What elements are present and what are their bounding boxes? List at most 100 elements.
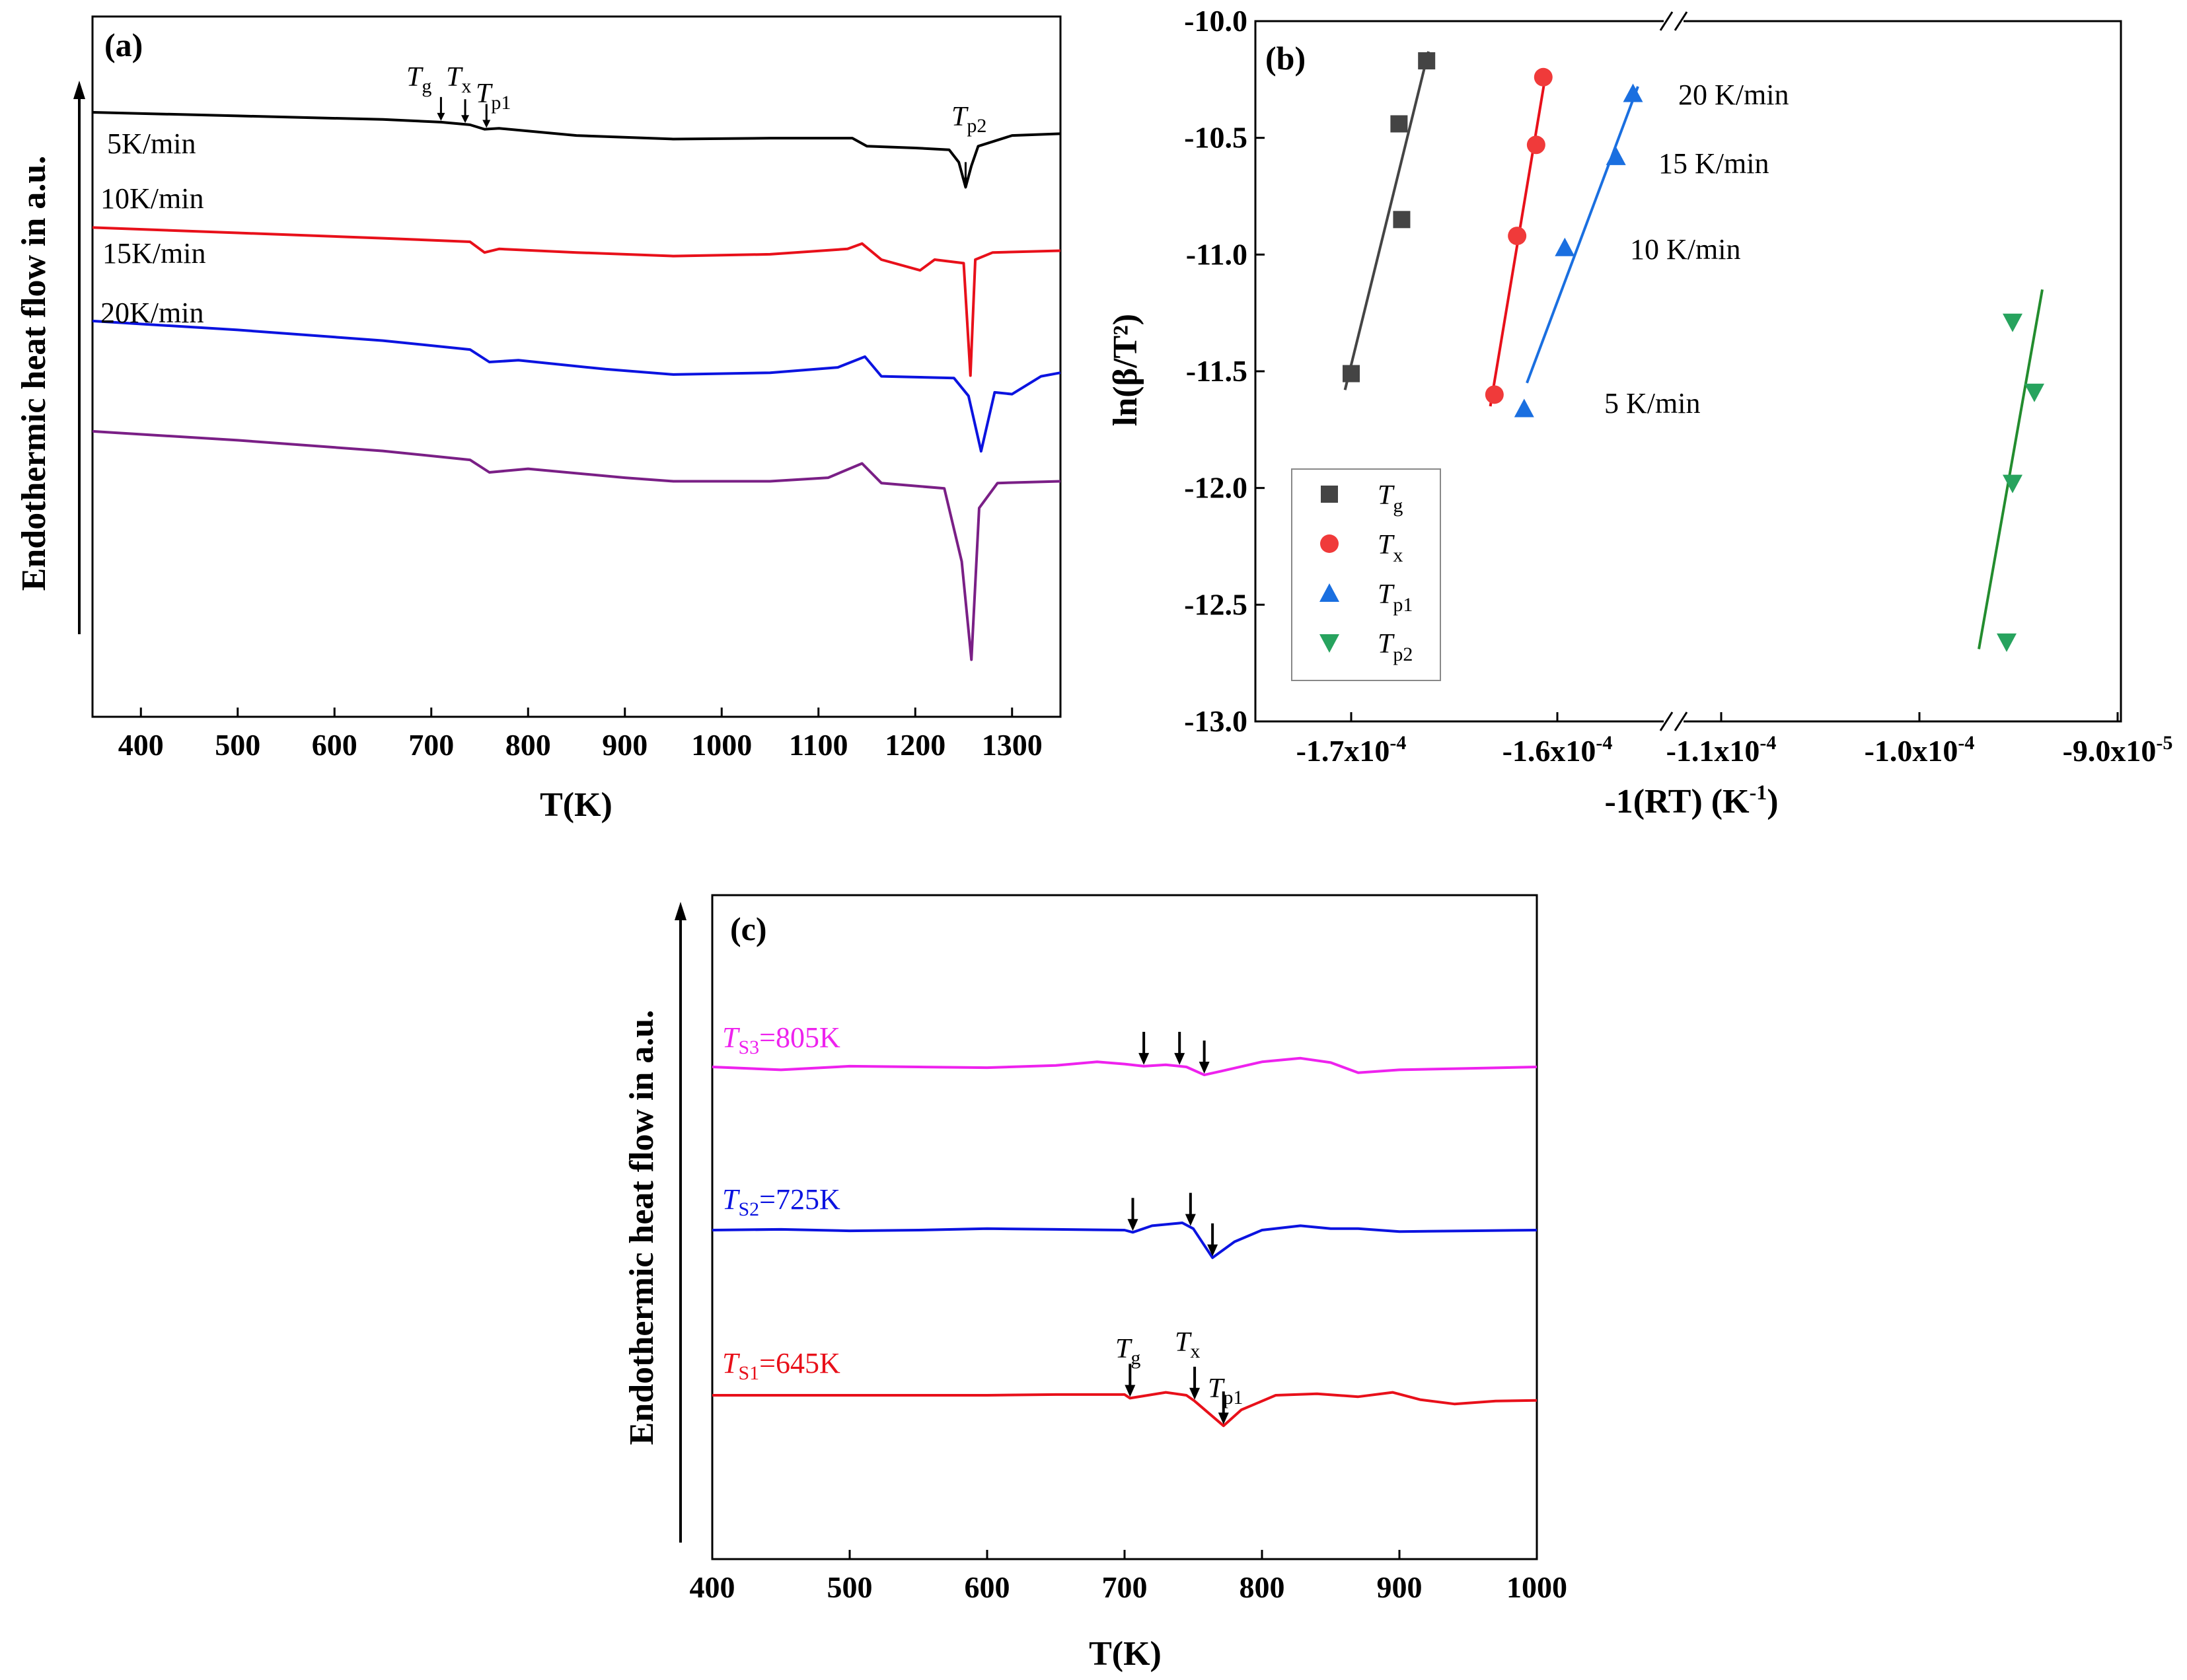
c-arrowhead-TS2 — [1127, 1219, 1138, 1231]
b-point-Tx — [1526, 135, 1545, 155]
legend-label-p2: Tp2 — [1378, 629, 1413, 665]
c-xtick-label: 1000 — [1506, 1570, 1567, 1604]
panel-c-series-labels: TS3=805K TS2=725K TS1=645K — [722, 1021, 840, 1384]
b-point-Tx — [1534, 67, 1553, 87]
panel-b-label: (b) — [1265, 40, 1306, 77]
c-series-TS2 — [712, 1222, 1538, 1259]
b-rate-10: 10 K/min — [1630, 233, 1740, 266]
panel-c-label: (c) — [730, 910, 767, 947]
panel-c-transition-markers: Tg Tx Tp1 — [1115, 1031, 1243, 1425]
a-label-5k: 5K/min — [107, 128, 196, 160]
b-ytick-label: -12.5 — [1184, 587, 1247, 621]
panel-b-rate-labels: 20 K/min 15 K/min 10 K/min 5 K/min — [1604, 79, 1789, 420]
panel-c-y-arrowhead — [675, 902, 686, 920]
b-point-Tx — [1508, 227, 1527, 246]
panel-a-label: (a) — [104, 26, 143, 63]
c-arrowhead-TS1 — [1125, 1385, 1136, 1397]
c-xtick-label: 400 — [690, 1570, 735, 1604]
b-fit-Tp1 — [1526, 86, 1639, 384]
b-ytick-label: -10.5 — [1184, 121, 1247, 155]
b-ytick-label: -13.0 — [1184, 704, 1247, 738]
panel-a-x-title: T(K) — [540, 786, 612, 824]
c-tp1-label: Tp1 — [1208, 1373, 1243, 1408]
a-xtick-label: 1300 — [982, 728, 1043, 762]
panel-b-x-title: -1(RT) (K-1) — [1604, 780, 1778, 821]
panel-a-x-ticks: 400 500 600 700 800 900 1000 1100 1200 1300 — [118, 708, 1043, 762]
b-point-Tp2 — [1997, 633, 2017, 652]
c-xtick-label: 500 — [827, 1570, 873, 1604]
panel-c: (c) Endothermic heat flow in a.u. T(K) 4… — [623, 894, 1567, 1673]
a-label-10k: 10K/min — [100, 182, 204, 215]
c-arrowhead-TS1 — [1218, 1412, 1229, 1425]
a-xtick-label: 400 — [118, 728, 164, 762]
panel-c-y-title: Endothermic heat flow in a.u. — [623, 1010, 661, 1445]
a-arrowhead-tg — [437, 112, 445, 121]
a-arrowhead-tp2 — [961, 178, 970, 186]
panel-b-x-ticks: -1.7x10-4 -1.6x10-4 -1.1x10-4 -1.0x10-4 -9.0… — [1296, 712, 2173, 768]
b-point-Tp2 — [2003, 474, 2022, 493]
a-xtick-label: 700 — [408, 728, 454, 762]
b-point-Tg — [1393, 211, 1411, 229]
panel-a-series — [92, 111, 1061, 661]
panel-b-axis-break — [1659, 8, 1688, 735]
c-label-ts1: TS1=645K — [722, 1347, 840, 1384]
a-tx-label: Tx — [446, 62, 471, 97]
b-rate-20: 20 K/min — [1678, 79, 1789, 111]
a-xtick-label: 1000 — [691, 728, 752, 762]
a-series-5K-min — [92, 111, 1061, 189]
b-point-Tp1 — [1606, 146, 1626, 165]
c-arrowhead-TS3 — [1174, 1052, 1185, 1065]
a-xtick-label: 800 — [505, 728, 551, 762]
c-tx-label: Tx — [1175, 1327, 1200, 1362]
b-xtick-label: -9.0x10-5 — [2063, 732, 2173, 768]
b-xtick-label: -1.0x10-4 — [1865, 732, 1975, 768]
panel-a-frame — [91, 15, 1062, 718]
a-tg-label: Tg — [406, 62, 431, 97]
c-xtick-label: 800 — [1240, 1570, 1285, 1604]
a-arrowhead-tp1 — [482, 120, 491, 128]
panel-c-x-ticks: 400 500 600 700 800 900 1000 — [690, 1550, 1567, 1604]
legend-label-g: Tg — [1378, 480, 1403, 517]
panel-b-legend: Tg Tx Tp1 Tp2 — [1291, 468, 1441, 681]
a-series-10K-min — [92, 226, 1061, 377]
a-xtick-label: 1100 — [789, 728, 848, 762]
legend-marker-p2 — [1319, 634, 1339, 653]
b-xtick-label: -1.1x10-4 — [1666, 732, 1777, 768]
b-point-Tg — [1418, 52, 1436, 70]
b-point-Tg — [1343, 365, 1360, 383]
b-point-Tp1 — [1555, 237, 1575, 256]
panel-a-y-title: Endothermic heat flow in a.u. — [15, 156, 53, 591]
b-point-Tp1 — [1514, 398, 1534, 418]
panel-b-series — [1343, 51, 2044, 652]
b-fit-Tp2 — [1978, 289, 2044, 649]
b-rate-15: 15 K/min — [1658, 147, 1769, 180]
c-label-ts3: TS3=805K — [722, 1021, 840, 1058]
c-label-ts2: TS2=725K — [722, 1183, 840, 1220]
panel-a-y-arrowhead — [73, 81, 85, 99]
legend-box — [1291, 468, 1441, 681]
legend-marker-g — [1321, 486, 1338, 503]
a-xtick-label: 500 — [215, 728, 260, 762]
panel-b-y-title: ln(β/T²) — [1107, 314, 1144, 426]
a-arrowhead-tx — [461, 115, 470, 124]
a-xtick-label: 1200 — [885, 728, 945, 762]
b-ytick-label: -10.0 — [1184, 4, 1247, 38]
panel-a-transition-markers: Tg Tx Tp1 Tp2 — [406, 62, 986, 186]
panel-c-x-title: T(K) — [1089, 1635, 1162, 1673]
a-series-20K-min — [92, 429, 1061, 661]
c-series-TS3 — [712, 1056, 1538, 1077]
panel-c-series — [712, 1056, 1538, 1428]
a-tp2-label: Tp2 — [951, 102, 986, 137]
legend-marker-x — [1320, 534, 1339, 553]
c-arrowhead-TS3 — [1199, 1062, 1210, 1074]
b-xtick-label: -1.6x10-4 — [1502, 732, 1613, 768]
c-arrowhead-TS1 — [1189, 1387, 1201, 1400]
c-series-TS1 — [712, 1391, 1538, 1428]
panel-a: (a) Endothermic heat flow in a.u. T(K) 4… — [15, 15, 1062, 824]
panel-b: (b) -10.0-10.5-11.0-11.5-12.0-12.5-13.0 … — [1107, 4, 2172, 821]
b-ytick-label: -11.5 — [1186, 354, 1247, 388]
c-arrowhead-TS2 — [1207, 1244, 1218, 1257]
b-point-Tg — [1390, 115, 1408, 133]
b-ytick-label: -11.0 — [1186, 237, 1247, 271]
legend-marker-p1 — [1319, 583, 1339, 602]
